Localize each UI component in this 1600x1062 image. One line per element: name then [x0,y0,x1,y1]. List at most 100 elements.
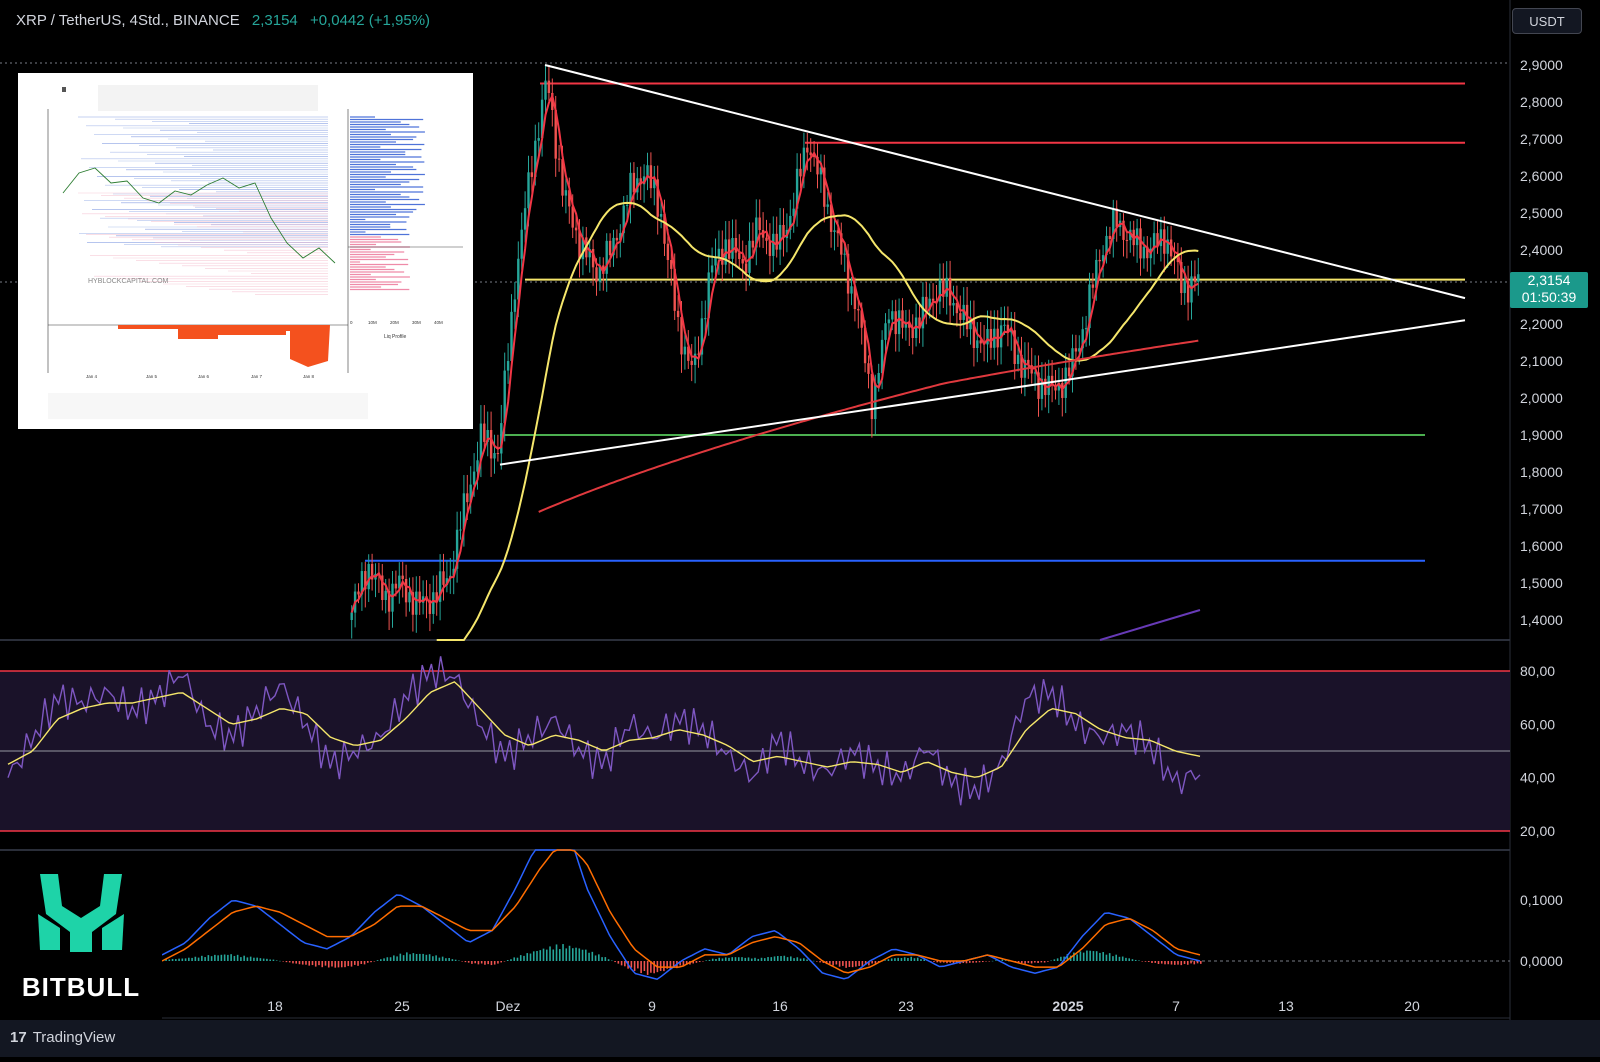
macd-histogram-bar [191,957,193,961]
macd-histogram-bar [575,947,577,961]
macd-histogram-bar [214,954,216,961]
candle-body [1071,348,1074,377]
macd-histogram-bar [988,961,991,962]
macd-line[interactable] [161,849,1201,981]
candle-body [1193,276,1197,282]
rsi-ma-line[interactable] [7,681,1201,778]
time-axis-label: 18 [267,998,283,1014]
macd-histogram-bar [650,961,652,973]
macd-histogram-bar [757,958,760,961]
price-axis-label: 2,6000 [1520,168,1563,184]
candle-body [350,612,353,620]
candle-body [646,165,649,177]
macd-histogram-bar [1079,951,1082,961]
upper-trendline[interactable] [544,64,1466,300]
candle-body [972,318,976,348]
candle-body [809,152,812,155]
macd-histogram-bar [487,961,489,965]
candle-body [666,243,670,261]
lower-trendline[interactable] [499,319,1466,466]
macd-histogram-bar [995,960,997,961]
candle-body [914,317,918,339]
candle-body [496,453,500,455]
macd-histogram-bar [178,958,180,961]
macd-histogram-bar [601,957,603,961]
rsi-line[interactable] [7,656,1201,806]
candle-body [687,346,690,361]
macd-histogram-bar [754,957,756,961]
candle-body [452,568,455,576]
macd-histogram-bar [562,944,564,961]
macd-histogram-bar [568,945,571,961]
macd-histogram-bar [864,961,867,965]
macd-histogram-bar [493,961,496,965]
macd-histogram-bar [340,961,343,968]
macd-histogram-bar [786,957,789,961]
macd-histogram-bar [829,961,831,964]
macd-histogram-bar [380,959,382,961]
macd-signal-line[interactable] [161,849,1201,974]
currency-button[interactable]: USDT [1512,8,1582,34]
candle-body [418,591,421,603]
ma-short-line[interactable] [350,92,1199,613]
macd-histogram-bar [373,961,376,962]
candle-body [387,590,391,612]
macd-histogram-bar [1170,961,1173,965]
price-axis-label: 1,4000 [1520,612,1563,628]
macd-histogram-bar [438,957,441,961]
macd-histogram-bar [1027,961,1030,963]
candle-body [394,583,398,589]
candle-body [945,277,948,297]
tradingview-brand[interactable]: 17 TradingView [10,1029,115,1046]
candle-body [479,423,483,461]
macd-histogram-bar [780,956,782,961]
macd-histogram-bar [578,948,581,961]
macd-histogram-bar [611,960,613,962]
candle-body [598,265,602,282]
macd-histogram-bar [910,956,913,961]
time-axis-label: 25 [394,998,410,1014]
candle-body [445,578,449,585]
candle-body [1183,281,1186,294]
macd-histogram-bar [737,957,740,961]
macd-histogram-bar [585,949,587,961]
macd-histogram-bar [1050,960,1052,962]
symbol-header[interactable]: XRP / TetherUS, 4Std., BINANCE 2,3154 +0… [16,12,430,29]
candle-body [581,237,585,260]
candle-body [799,168,802,177]
macd-histogram-bar [422,953,424,961]
candle-body [673,268,676,311]
candle-body [1084,328,1088,330]
macd-histogram-bar [484,961,486,965]
candle-body [649,165,653,189]
ma-200-line[interactable] [538,339,1199,513]
macd-histogram-bar [337,961,340,968]
candle-body [1146,246,1149,259]
candle-body [459,529,462,531]
macd-histogram-bar [513,957,516,961]
time-axis-label: 23 [898,998,914,1014]
candle-body [833,230,836,232]
candle-body [683,346,687,355]
macd-histogram-bar [471,961,473,964]
candle-body [421,596,425,603]
macd-histogram-bar [1138,960,1140,961]
macd-histogram-bar [497,961,499,964]
price-axis-label: 2,9000 [1520,57,1563,73]
inset-profile-label-4: 40M [434,320,443,325]
tradingview-label: TradingView [32,1029,116,1046]
macd-histogram-bar [1200,961,1202,964]
macd-histogram-bar [803,958,805,961]
macd-histogram-bar [812,960,815,962]
macd-histogram-bar [858,961,860,966]
macd-histogram-bar [1173,961,1176,965]
macd-histogram-bar [936,961,939,963]
macd-histogram-bar [327,961,330,968]
purple-trendline[interactable] [1099,609,1201,641]
candle-body [547,80,551,93]
macd-histogram-bar [506,960,509,961]
candle-body [986,328,989,345]
macd-histogram-bar [981,961,984,963]
candle-body [676,310,680,318]
